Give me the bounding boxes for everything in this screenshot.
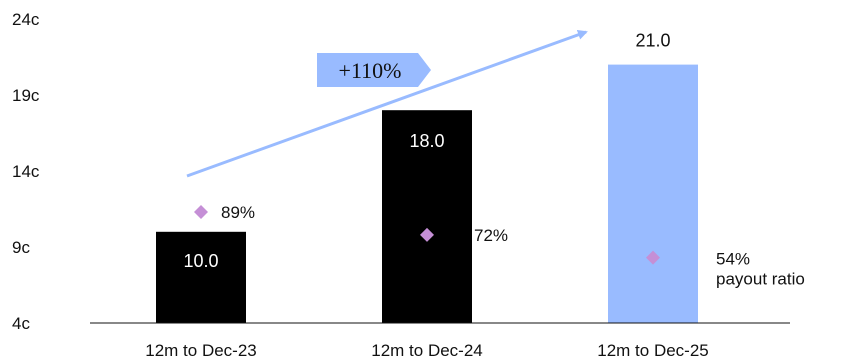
payout-ratio-series-label: payout ratio — [716, 270, 805, 289]
y-tick-label: 14c — [12, 162, 40, 181]
payout-ratio-marker — [420, 227, 434, 242]
growth-label-box — [317, 53, 431, 87]
y-tick-label: 19c — [12, 86, 40, 105]
y-tick-label: 4c — [12, 314, 30, 333]
bar — [382, 110, 472, 323]
payout-ratio-label: 72% — [474, 226, 508, 245]
x-tick-label: 12m to Dec-24 — [371, 341, 483, 360]
x-tick-label: 12m to Dec-23 — [145, 341, 257, 360]
growth-arrow — [186, 30, 588, 178]
payout-ratio-label: 54% — [716, 250, 750, 269]
bar — [156, 231, 246, 323]
bars: 10.0 18.0 21.0 — [156, 31, 698, 323]
bar — [608, 64, 698, 323]
y-tick-label: 24c — [12, 10, 40, 29]
bar-value-label: 10.0 — [183, 251, 218, 271]
growth-label: +110% — [339, 58, 402, 83]
growth-callout: +110% — [186, 30, 588, 178]
y-axis: 4c 9c 14c 19c 24c — [12, 10, 40, 333]
payout-ratio-marker — [646, 250, 660, 265]
payout-ratio-series: 89% 72% 54%payout ratio — [194, 203, 805, 289]
payout-ratio-label: 89% — [221, 203, 255, 222]
bar-value-label: 21.0 — [635, 31, 670, 51]
payout-ratio-marker — [194, 205, 208, 220]
bar-value-label: 18.0 — [409, 131, 444, 151]
x-axis: 12m to Dec-23 12m to Dec-24 12m to Dec-25 — [145, 341, 709, 360]
x-tick-label: 12m to Dec-25 — [597, 341, 709, 360]
y-tick-label: 9c — [12, 238, 30, 257]
